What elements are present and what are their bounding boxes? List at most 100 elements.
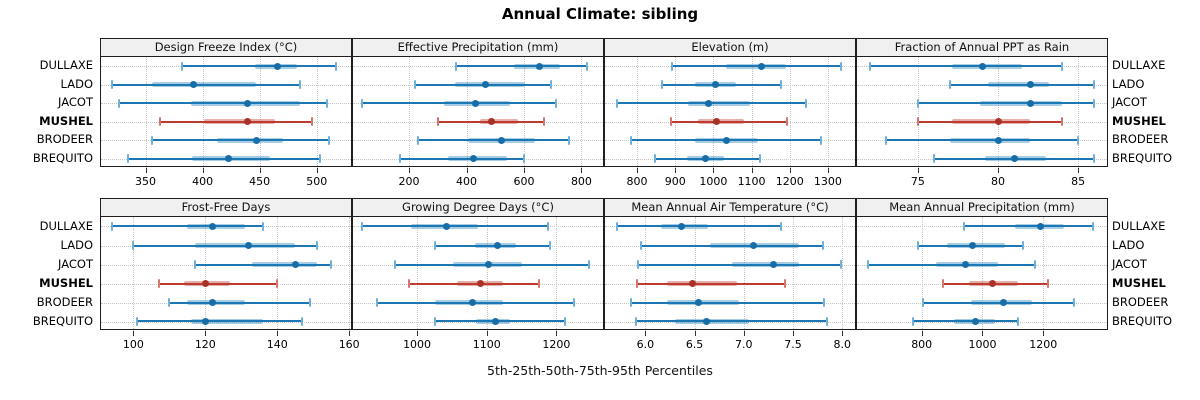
percentile-whisker bbox=[133, 244, 317, 247]
x-gridline bbox=[675, 57, 677, 168]
whisker-end-cap bbox=[615, 221, 618, 231]
whisker-end-cap bbox=[118, 98, 121, 108]
percentile-whisker bbox=[616, 225, 782, 228]
whisker-end-cap bbox=[911, 316, 914, 326]
percentile-whisker bbox=[662, 83, 781, 86]
x-tick-label: 120 bbox=[194, 338, 216, 351]
site-label-right-brodeer: BRODEER bbox=[1112, 294, 1169, 309]
x-gridline bbox=[145, 57, 147, 168]
x-tick-label: 1300 bbox=[813, 175, 842, 188]
median-dot bbox=[252, 136, 260, 144]
x-tickmark bbox=[921, 331, 923, 336]
site-label-right-lado: LADO bbox=[1112, 237, 1145, 252]
median-dot bbox=[291, 261, 299, 268]
site-label-left-mushel: MUSHEL bbox=[39, 275, 93, 290]
median-dot bbox=[769, 261, 777, 268]
x-gridline bbox=[523, 57, 525, 168]
whisker-end-cap bbox=[335, 61, 338, 71]
whisker-end-cap bbox=[586, 61, 589, 71]
percentile-whisker bbox=[417, 139, 570, 142]
x-gridline bbox=[202, 57, 204, 168]
x-gridline bbox=[205, 217, 207, 331]
percentile-whisker bbox=[630, 301, 824, 304]
panel-fraction-of-annual-ppt-as-rain: Fraction of Annual PPT as Rain 75 80 85 bbox=[856, 38, 1108, 188]
median-dot bbox=[484, 261, 492, 268]
whisker-end-cap bbox=[563, 316, 566, 326]
panel-growing-degree-days-c-: Growing Degree Days (°C) 1000 1100 1200 bbox=[352, 198, 604, 351]
median-dot bbox=[481, 81, 489, 89]
whisker-end-cap bbox=[157, 279, 160, 288]
x-tickmark bbox=[205, 331, 207, 336]
site-label-left-brequito: BREQUITO bbox=[32, 313, 93, 328]
whisker-end-cap bbox=[840, 260, 843, 269]
median-dot bbox=[704, 99, 712, 107]
median-dot bbox=[274, 62, 282, 70]
whisker-end-cap bbox=[1061, 61, 1064, 71]
x-tickmark bbox=[751, 168, 753, 173]
x-tick-label: 75 bbox=[910, 175, 925, 188]
x-tickmark bbox=[145, 168, 147, 173]
median-dot bbox=[468, 299, 476, 306]
percentile-whisker bbox=[435, 320, 565, 323]
whisker-end-cap bbox=[135, 316, 138, 326]
panel-strip-title: Elevation (m) bbox=[605, 39, 855, 57]
whisker-end-cap bbox=[868, 61, 871, 71]
percentile-whisker bbox=[136, 320, 303, 323]
x-gridline bbox=[349, 217, 351, 331]
whisker-end-cap bbox=[542, 117, 545, 127]
x-gridline bbox=[645, 217, 647, 331]
whisker-end-cap bbox=[546, 221, 549, 231]
whisker-end-cap bbox=[629, 298, 632, 307]
panel-frost-free-days: Frost-Free Days 100 120 140 160 bbox=[100, 198, 360, 351]
whisker-end-cap bbox=[193, 260, 196, 269]
panel-strip-title: Fraction of Annual PPT as Rain bbox=[857, 39, 1107, 57]
x-tick-label: 600 bbox=[513, 175, 535, 188]
whisker-end-cap bbox=[573, 298, 576, 307]
x-gridline bbox=[316, 57, 318, 168]
median-dot bbox=[536, 62, 544, 70]
site-label-right-lado: LADO bbox=[1112, 76, 1145, 91]
whisker-end-cap bbox=[1093, 98, 1096, 108]
whisker-end-cap bbox=[315, 241, 318, 250]
percentile-whisker bbox=[912, 320, 1018, 323]
whisker-end-cap bbox=[640, 241, 643, 250]
x-tickmark bbox=[842, 331, 844, 336]
median-dot bbox=[189, 81, 197, 89]
percentile-whisker bbox=[922, 301, 1075, 304]
x-tick-label: 200 bbox=[398, 175, 420, 188]
panel-plot-area: 200 400 600 800 bbox=[353, 57, 603, 188]
whisker-end-cap bbox=[522, 154, 525, 164]
site-label-left-jacot: JACOT bbox=[58, 256, 93, 271]
whisker-end-cap bbox=[319, 154, 322, 164]
panel-plot-area: 1000 1100 1200 bbox=[353, 217, 603, 351]
whisker-end-cap bbox=[376, 298, 379, 307]
percentile-whisker bbox=[456, 65, 588, 68]
site-label-left-dullaxe: DULLAXE bbox=[39, 218, 93, 233]
percentile-whisker bbox=[636, 320, 828, 323]
x-gridline bbox=[792, 217, 794, 331]
whisker-end-cap bbox=[1077, 135, 1080, 145]
percentile-whisker bbox=[182, 65, 337, 68]
x-gridline bbox=[917, 57, 919, 168]
whisker-end-cap bbox=[921, 298, 924, 307]
x-tick-label: 7.0 bbox=[735, 338, 753, 351]
median-dot bbox=[201, 317, 209, 325]
whisker-end-cap bbox=[636, 279, 639, 288]
x-gridline bbox=[713, 57, 715, 168]
x-tickmark bbox=[556, 331, 558, 336]
x-tick-label: 1200 bbox=[775, 175, 804, 188]
panel-effective-precipitation-mm-: Effective Precipitation (mm) 200 400 600 800 bbox=[352, 38, 604, 188]
x-gridline bbox=[259, 57, 261, 168]
x-tick-label: 100 bbox=[122, 338, 144, 351]
site-label-right-dullaxe: DULLAXE bbox=[1112, 218, 1166, 233]
percentile-whisker bbox=[394, 263, 590, 266]
whisker-end-cap bbox=[671, 61, 674, 71]
median-dot bbox=[978, 62, 986, 70]
x-tickmark bbox=[1043, 331, 1045, 336]
panel-mean-annual-precipitation-mm-: Mean Annual Precipitation (mm) 800 1000 120… bbox=[856, 198, 1108, 351]
site-label-left-brodeer: BRODEER bbox=[36, 294, 93, 309]
x-gridline bbox=[998, 57, 1000, 168]
x-tickmark bbox=[581, 168, 583, 173]
panel-plot-area: 800 1000 1200 bbox=[857, 217, 1107, 351]
x-tickmark bbox=[316, 168, 318, 173]
